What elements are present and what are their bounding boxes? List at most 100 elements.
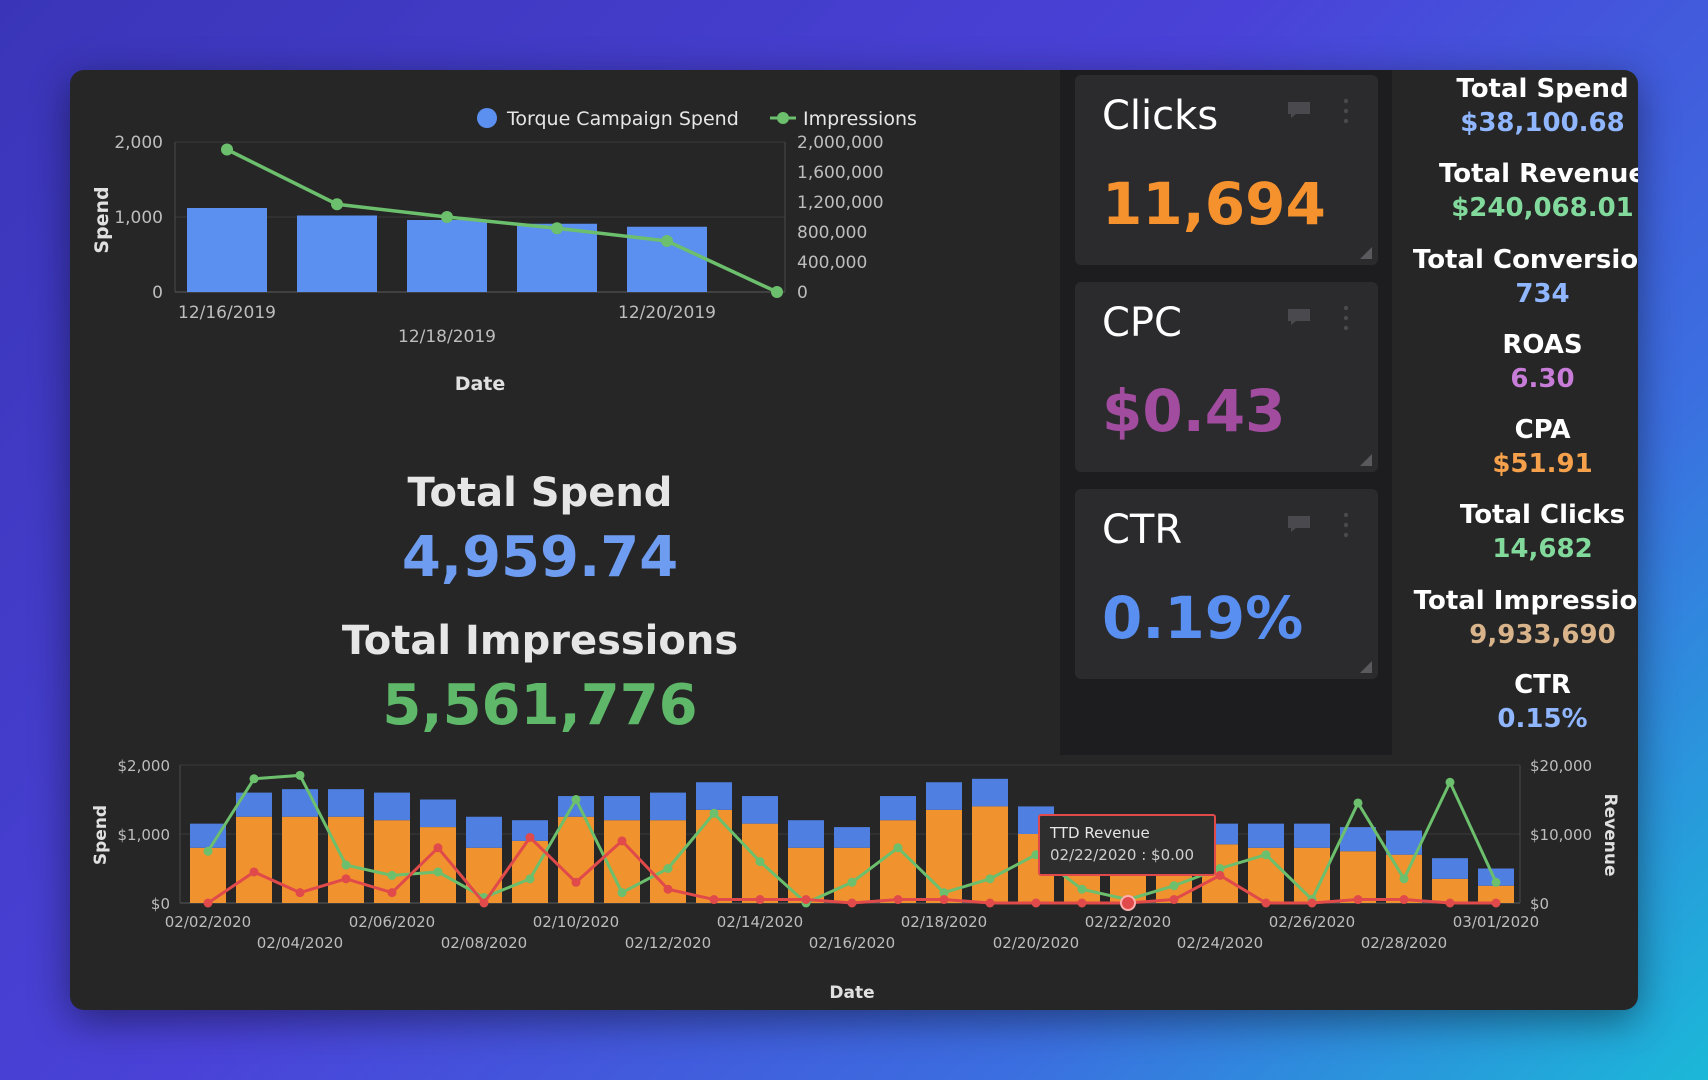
bar-spend xyxy=(407,220,487,292)
point-ttd-revenue xyxy=(801,895,811,905)
point-revenue-green xyxy=(663,864,673,873)
point-ttd-revenue xyxy=(433,843,443,853)
point-ttd-revenue xyxy=(1353,895,1363,905)
y-tick-label: 1,000 xyxy=(114,208,163,228)
point-ttd-revenue xyxy=(203,898,213,908)
y2-tick-label: 2,000,000 xyxy=(797,133,884,153)
kpi-card-cpc[interactable]: CPC $0.43 xyxy=(1075,282,1378,472)
sidebar-label-ctr: CTR xyxy=(1514,670,1571,700)
resize-handle[interactable] xyxy=(1360,247,1372,259)
bar-spend-segment xyxy=(650,792,686,821)
point-ttd-revenue xyxy=(1445,898,1455,908)
point-revenue-green xyxy=(433,867,443,877)
y2-tick-label: $0 xyxy=(1530,895,1549,913)
point-ttd-revenue xyxy=(1215,870,1225,880)
more-options-icon[interactable] xyxy=(1343,304,1349,332)
bar-spend-segment xyxy=(328,789,364,817)
bar-spend-segment xyxy=(926,809,962,903)
bar-spend-segment xyxy=(1340,851,1376,903)
point-revenue-green xyxy=(847,877,857,887)
sidebar-value-ctr: 0.15% xyxy=(1497,704,1588,734)
kpi-title: CPC xyxy=(1102,300,1182,346)
point-impressions xyxy=(331,198,343,211)
comment-icon[interactable] xyxy=(1287,515,1311,533)
kpi-value: $0.43 xyxy=(1102,377,1286,445)
sidebar-value-total-clicks: 14,682 xyxy=(1492,534,1593,564)
point-ttd-revenue xyxy=(1491,898,1501,908)
resize-handle[interactable] xyxy=(1360,661,1372,673)
y2-axis-label: Revenue xyxy=(1600,794,1620,877)
bar-spend-segment xyxy=(558,816,594,903)
y2-tick-label: 0 xyxy=(797,283,808,303)
point-revenue-green xyxy=(893,843,903,853)
sidebar-label-total-spend: Total Spend xyxy=(1456,74,1629,104)
point-revenue-green xyxy=(1399,874,1409,884)
bar-spend-segment xyxy=(558,796,594,817)
more-options-icon[interactable] xyxy=(1343,97,1349,125)
x-tick-label: 12/16/2019 xyxy=(178,303,276,323)
point-impressions xyxy=(221,143,233,156)
bar-spend-segment xyxy=(696,809,732,903)
bar-spend-segment xyxy=(834,827,870,848)
legend-label-spend: Torque Campaign Spend xyxy=(506,108,739,130)
y2-tick-label: $20,000 xyxy=(1530,757,1592,775)
point-ttd-revenue xyxy=(479,898,489,908)
x-tick-label: 02/20/2020 xyxy=(993,934,1079,952)
spend-impressions-chart: 2,000 1,000 0 2,000,000 1,600,000 1,200,000 80… xyxy=(91,108,917,395)
bar-spend-segment xyxy=(696,782,732,810)
highlight-point xyxy=(1120,895,1136,911)
y2-tick-label: $10,000 xyxy=(1530,826,1592,844)
point-ttd-revenue xyxy=(341,874,351,884)
bar-spend-segment xyxy=(880,820,916,903)
point-revenue-green xyxy=(617,888,627,898)
bar-spend-segment xyxy=(1478,885,1514,903)
point-ttd-revenue xyxy=(617,836,627,846)
spend-revenue-chart: $2,000$1,000$0$20,000$10,000$002/02/2020… xyxy=(91,757,1620,1003)
dashboard-panel: 2,000 1,000 0 2,000,000 1,600,000 1,200,000 80… xyxy=(70,70,1638,1010)
sidebar-label-total-clicks: Total Clicks xyxy=(1459,500,1626,530)
legend-swatch-spend xyxy=(477,108,497,128)
point-revenue-green xyxy=(709,808,719,818)
kpi-title: CTR xyxy=(1102,507,1183,553)
y-tick-label: 2,000 xyxy=(114,133,163,153)
point-ttd-revenue xyxy=(1261,898,1271,908)
point-ttd-revenue xyxy=(1399,895,1409,905)
bar-spend-segment xyxy=(1294,823,1330,848)
point-revenue-green xyxy=(387,870,397,880)
point-revenue-green xyxy=(525,874,535,884)
x-tick-label: 12/20/2019 xyxy=(618,303,716,323)
point-impressions xyxy=(441,211,453,223)
more-options-icon[interactable] xyxy=(1343,511,1349,539)
bar-spend-segment xyxy=(788,820,824,848)
point-ttd-revenue xyxy=(1307,898,1317,908)
bar-spend-segment xyxy=(236,816,272,903)
point-revenue-green xyxy=(985,874,995,884)
y2-tick-label: 400,000 xyxy=(797,253,867,273)
bar-spend-segment xyxy=(328,816,364,903)
sidebar-value-cpa: $51.91 xyxy=(1492,449,1593,479)
y-tick-label: $0 xyxy=(151,895,170,913)
bar-spend xyxy=(297,215,377,292)
bar-spend-segment xyxy=(282,789,318,817)
point-ttd-revenue xyxy=(663,884,673,894)
comment-icon[interactable] xyxy=(1287,101,1311,119)
point-ttd-revenue xyxy=(847,898,857,908)
sidebar-label-total-conversions: Total Conversions xyxy=(1412,245,1638,275)
kpi-value: 0.19% xyxy=(1102,584,1304,652)
point-ttd-revenue xyxy=(939,895,949,905)
kpi-card-clicks[interactable]: Clicks 11,694 xyxy=(1075,75,1378,265)
bar-spend-segment xyxy=(604,796,640,821)
kpi-card-ctr[interactable]: CTR 0.19% xyxy=(1075,489,1378,679)
y-tick-label: 0 xyxy=(152,283,163,303)
comment-icon[interactable] xyxy=(1287,308,1311,326)
resize-handle[interactable] xyxy=(1360,454,1372,466)
point-revenue-green xyxy=(341,860,351,870)
point-revenue-green xyxy=(1077,884,1087,894)
bar-spend-segment xyxy=(1432,858,1468,879)
bar-spend xyxy=(187,208,267,292)
bar-spend-segment xyxy=(512,820,548,841)
y-axis-label: Spend xyxy=(91,186,113,253)
y2-tick-label: 800,000 xyxy=(797,223,867,243)
point-ttd-revenue xyxy=(1169,895,1179,905)
bar-spend-segment xyxy=(374,792,410,821)
